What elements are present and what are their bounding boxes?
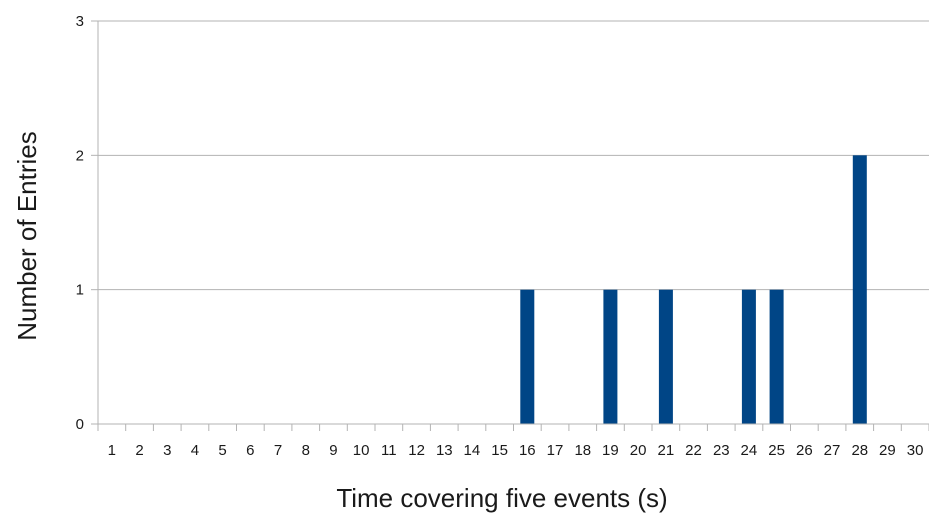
y-tick-label: 1 bbox=[76, 282, 84, 299]
x-tick-label: 11 bbox=[381, 442, 397, 459]
y-axis-title: Number of Entries bbox=[12, 131, 42, 341]
x-tick-label: 10 bbox=[353, 442, 370, 459]
x-tick-label: 30 bbox=[907, 442, 924, 459]
x-tick-label: 15 bbox=[491, 442, 508, 459]
x-tick-label: 22 bbox=[685, 442, 702, 459]
bar-28 bbox=[852, 155, 867, 425]
y-tick-label: 3 bbox=[76, 13, 84, 30]
x-tick-label: 20 bbox=[630, 442, 647, 459]
x-tick-label: 25 bbox=[768, 442, 785, 459]
x-axis-title: Time covering five events (s) bbox=[336, 483, 667, 513]
bar-25 bbox=[769, 289, 784, 424]
x-tick-label: 19 bbox=[602, 442, 619, 459]
x-tick-label: 4 bbox=[191, 442, 199, 459]
y-tick-labels: 0 1 2 3 bbox=[76, 13, 84, 433]
bar-19 bbox=[603, 289, 618, 424]
x-tick-labels: 1 2 3 4 5 6 7 8 9 10 11 12 13 14 15 16 17 18 19 20 21 22 23 24 2… bbox=[108, 442, 924, 459]
x-tick-label: 17 bbox=[547, 442, 564, 459]
x-tick-label: 23 bbox=[713, 442, 730, 459]
axes bbox=[91, 20, 929, 431]
x-tick-label: 29 bbox=[879, 442, 896, 459]
x-tick-label: 21 bbox=[658, 442, 675, 459]
bars bbox=[520, 155, 867, 425]
x-tick-label: 28 bbox=[851, 442, 868, 459]
x-tick-label: 12 bbox=[408, 442, 425, 459]
x-tick-label: 16 bbox=[519, 442, 536, 459]
bar-21 bbox=[658, 289, 673, 424]
x-tick-label: 18 bbox=[574, 442, 591, 459]
x-tick-label: 5 bbox=[218, 442, 226, 459]
bar-24 bbox=[741, 289, 756, 424]
x-tick-label: 8 bbox=[302, 442, 310, 459]
y-tick-label: 2 bbox=[76, 147, 84, 164]
x-tick-label: 24 bbox=[741, 442, 758, 459]
gridlines bbox=[98, 20, 929, 291]
x-tick-label: 7 bbox=[274, 442, 282, 459]
y-tick-label: 0 bbox=[76, 416, 84, 433]
x-tick-label: 1 bbox=[108, 442, 116, 459]
x-tick-label: 13 bbox=[436, 442, 453, 459]
x-tick-label: 26 bbox=[796, 442, 813, 459]
x-tick-label: 2 bbox=[135, 442, 143, 459]
x-tick-label: 3 bbox=[163, 442, 171, 459]
x-tick-label: 9 bbox=[329, 442, 337, 459]
bar-16 bbox=[520, 289, 535, 424]
x-tick-label: 14 bbox=[464, 442, 481, 459]
x-tick-label: 6 bbox=[246, 442, 254, 459]
x-tick-label: 27 bbox=[824, 442, 841, 459]
